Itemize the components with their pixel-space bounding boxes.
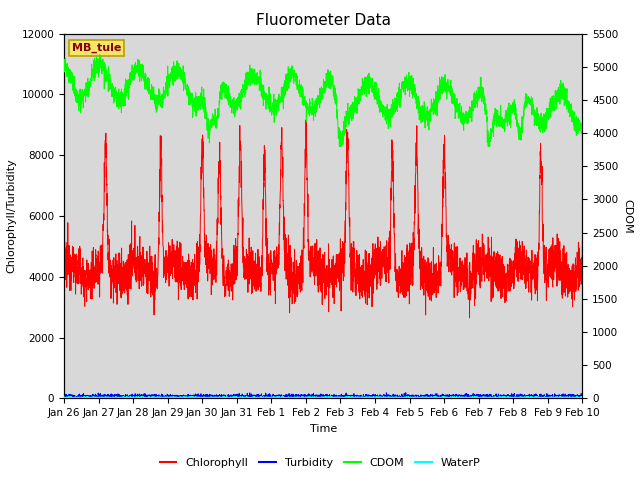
Text: MB_tule: MB_tule: [72, 43, 121, 53]
Y-axis label: Chlorophyll/Turbidity: Chlorophyll/Turbidity: [6, 158, 16, 274]
Title: Fluorometer Data: Fluorometer Data: [256, 13, 390, 28]
Legend: Chlorophyll, Turbidity, CDOM, WaterP: Chlorophyll, Turbidity, CDOM, WaterP: [155, 453, 485, 472]
Y-axis label: CDOM: CDOM: [622, 199, 632, 233]
X-axis label: Time: Time: [310, 424, 337, 433]
